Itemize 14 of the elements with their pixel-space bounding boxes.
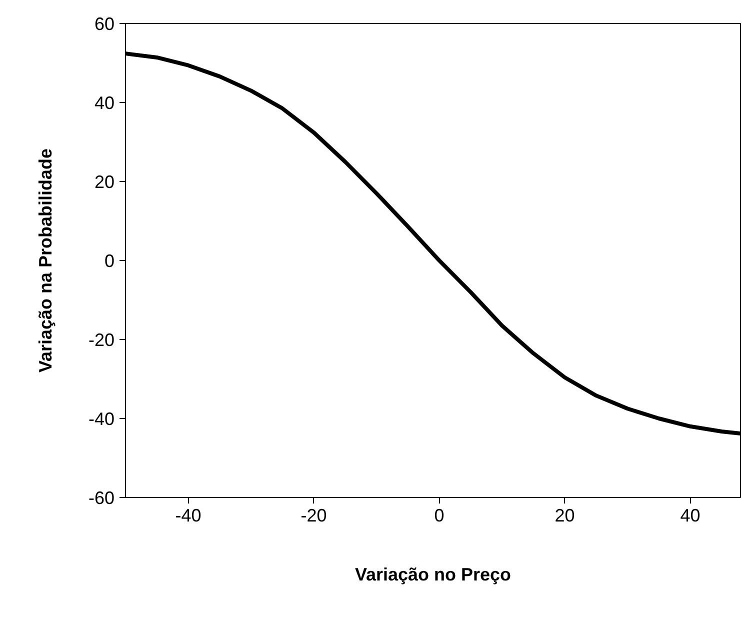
y-axis-title: Variação na Probabilidade [35,148,56,373]
y-tick-label: -40 [88,409,114,429]
y-tick-label: 20 [94,172,115,192]
x-tick-label: -20 [300,506,327,526]
y-tick-label: 60 [94,14,115,34]
y-tick-label: 0 [104,251,115,271]
x-tick-label: 40 [680,506,700,526]
x-tick-label: 20 [554,506,575,526]
x-tick-label: 0 [434,506,444,526]
y-tick-label: -20 [88,330,114,350]
y-tick-label: -60 [88,488,114,508]
x-tick-label: -40 [175,506,202,526]
y-tick-label: 40 [94,93,115,113]
x-axis-title: Variação no Preço [354,564,512,584]
